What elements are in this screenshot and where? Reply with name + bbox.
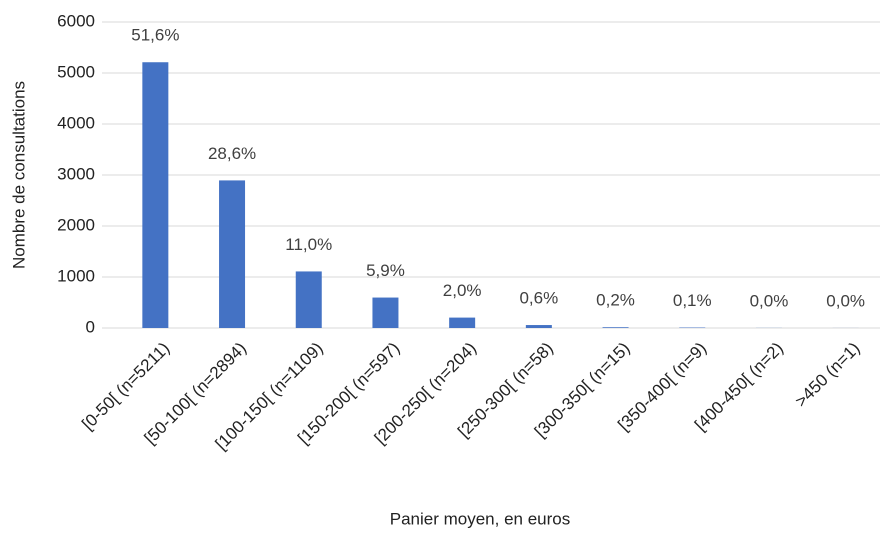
bar	[142, 62, 169, 328]
x-tick-label: >450 (n=1)	[791, 339, 863, 411]
bar-label: 0,0%	[750, 291, 789, 310]
bar-label: 51,6%	[131, 26, 179, 45]
bar-label: 0,6%	[519, 289, 558, 308]
y-tick-label: 3000	[57, 164, 95, 183]
y-tick-label: 0	[86, 317, 95, 336]
bar	[449, 317, 476, 328]
bar	[295, 271, 322, 328]
bar-label: 0,2%	[596, 291, 635, 310]
y-tick-label: 5000	[57, 62, 95, 81]
y-tick-label: 2000	[57, 215, 95, 234]
bar	[602, 327, 629, 328]
y-tick-label: 4000	[57, 113, 95, 132]
bar	[219, 180, 246, 328]
bar-label: 28,6%	[208, 144, 256, 163]
bar-label: 5,9%	[366, 261, 405, 280]
bar-label: 2,0%	[443, 281, 482, 300]
bar	[525, 325, 552, 328]
y-axis-title: Nombre de consultations	[9, 81, 28, 269]
bar-label: 11,0%	[285, 235, 332, 254]
y-tick-label: 6000	[57, 11, 95, 30]
bar-label: 0,1%	[673, 291, 712, 310]
bar	[372, 297, 399, 328]
y-tick-label: 1000	[57, 266, 95, 285]
x-axis-title: Panier moyen, en euros	[390, 509, 571, 528]
bar-label: 0,0%	[826, 291, 865, 310]
